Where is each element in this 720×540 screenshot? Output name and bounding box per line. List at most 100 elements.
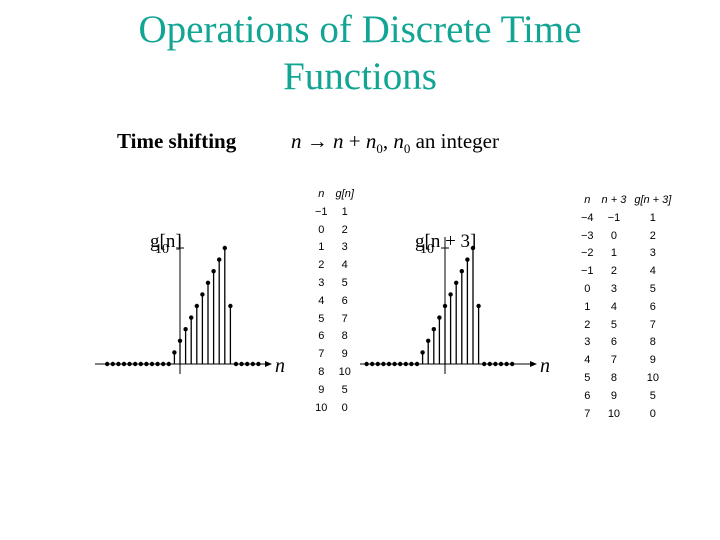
plot-label: g[n + 3] <box>415 231 476 252</box>
table-cell: 10 <box>338 366 351 379</box>
table-row: 6 9 5 <box>577 387 675 405</box>
table-cell: 10 <box>646 372 659 385</box>
formula-n0: n <box>365 129 377 153</box>
sample-point <box>228 303 233 309</box>
table-cell: 8 <box>341 330 348 343</box>
table-cell: 7 <box>584 407 591 420</box>
sample-point <box>442 303 448 309</box>
table-cell: −1 <box>607 211 621 224</box>
table-cell: 6 <box>318 330 325 343</box>
plot-g-n-plus-3: 10g[n + 3] n <box>360 231 550 377</box>
x-axis-arrow <box>265 361 272 367</box>
y-tick-label: 10 <box>155 242 169 257</box>
table-row: −2 1 3 <box>577 245 675 263</box>
table-row: 0 3 5 <box>577 280 675 298</box>
table-row: −4 −1 1 <box>577 209 675 227</box>
table-cell: 3 <box>649 247 656 260</box>
table-cell: 2 <box>318 259 325 272</box>
table-header-cell: g[n] <box>335 188 354 200</box>
zero-sample <box>364 361 369 367</box>
formula-arrow: → <box>306 129 328 153</box>
table-cell: 10 <box>607 407 621 420</box>
zero-sample <box>166 361 171 367</box>
sample-point <box>437 315 442 320</box>
table-header-row: n n + 3 g[n + 3] <box>577 191 675 209</box>
table-row: 2 5 7 <box>577 316 675 334</box>
sample-point <box>465 257 470 262</box>
zero-sample <box>381 361 386 367</box>
zero-sample <box>498 361 504 367</box>
table-header-cell: n + 3 <box>601 194 627 206</box>
table-cell: 7 <box>341 312 348 325</box>
y-tick-label: 10 <box>420 242 434 257</box>
zero-sample <box>403 361 408 367</box>
zero-sample <box>487 361 492 367</box>
table-cell: −4 <box>581 211 594 224</box>
formula-n: n <box>291 129 302 153</box>
axis-label-n: n <box>540 355 550 377</box>
table-cell: 1 <box>341 205 348 218</box>
table-cell: 10 <box>315 401 328 414</box>
zero-sample <box>133 361 138 367</box>
table-cell: 3 <box>341 241 348 254</box>
time-shifting-figure: Time shifting n → n + n0, n0 an integer … <box>95 127 685 427</box>
formula-plus: + <box>348 129 361 153</box>
table-row: 1 4 6 <box>577 298 675 316</box>
table-header-row: n g[n] <box>311 185 358 203</box>
zero-sample <box>239 361 244 367</box>
table-g-n-plus-3: n n + 3 g[n + 3] −4 −1 1 −3 0 2 −2 1 3 −1 2 4 0 3 5 1 4 6 2 5 7… <box>577 191 675 423</box>
table-cell: 4 <box>610 300 617 313</box>
table-cell: 9 <box>610 389 617 402</box>
formula-sub: 0 <box>376 141 383 157</box>
formula-sub-2: 0 <box>403 141 411 157</box>
table-cell: 5 <box>649 283 656 296</box>
zero-sample <box>110 361 115 367</box>
zero-sample <box>493 361 498 367</box>
table-cell: 6 <box>341 294 348 307</box>
table-header-cell: n <box>584 194 591 206</box>
table-cell: 1 <box>649 211 656 224</box>
table-cell: 8 <box>610 372 617 385</box>
sample-point <box>431 327 436 332</box>
zero-sample <box>155 361 160 367</box>
zero-sample <box>510 361 515 367</box>
table-cell: 0 <box>341 401 348 414</box>
table-cell: 9 <box>318 383 325 396</box>
title-line-1: Operations of Discrete Time <box>138 8 582 51</box>
zero-sample <box>116 361 121 367</box>
table-cell: 5 <box>610 318 617 331</box>
sample-point <box>172 350 177 355</box>
table-row: 8 10 <box>311 363 358 381</box>
table-cell: 1 <box>318 241 325 254</box>
table-cell: 5 <box>341 277 348 290</box>
table-cell: 5 <box>649 389 656 402</box>
table-cell: −3 <box>581 229 594 242</box>
table-cell: 2 <box>649 229 656 242</box>
table-cell: 1 <box>610 247 617 260</box>
table-cell: 0 <box>318 223 325 236</box>
zero-sample <box>504 361 509 367</box>
sample-point <box>205 280 211 285</box>
zero-sample <box>127 361 132 367</box>
zero-sample <box>398 361 403 367</box>
zero-sample <box>149 361 155 367</box>
title-line-2: Functions <box>283 55 437 98</box>
table-cell: 0 <box>610 229 617 242</box>
table-cell: 4 <box>649 265 656 278</box>
table-cell: 4 <box>584 354 591 367</box>
slide-title: Operations of Discrete Time Functions <box>0 6 720 100</box>
table-header-cell: g[n + 3] <box>634 194 672 206</box>
axis-label-n: n <box>275 355 285 377</box>
sample-point <box>476 303 481 309</box>
table-cell: 4 <box>318 294 325 307</box>
plot-g-n: 10g[n] n <box>95 231 285 377</box>
zero-sample <box>250 361 255 367</box>
shift-formula: n → n + n0, n0 an integer <box>291 129 499 157</box>
table-cell: 6 <box>584 389 591 402</box>
sample-point <box>459 269 464 274</box>
